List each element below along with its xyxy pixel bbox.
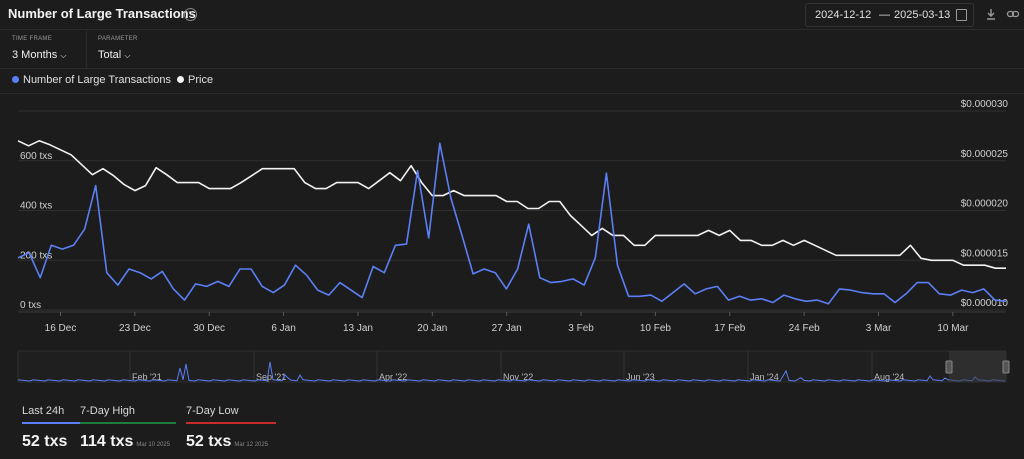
x-tick-label: 20 Jan bbox=[417, 323, 447, 334]
series-line-price bbox=[17, 140, 1006, 269]
navigator-tick-label: Feb '21 bbox=[132, 372, 162, 382]
x-tick-label: 17 Feb bbox=[714, 323, 746, 334]
x-tick-label: 27 Jan bbox=[492, 323, 522, 334]
timeframe-label: TIME FRAME bbox=[12, 36, 52, 42]
navigator-tick-label: Aug '24 bbox=[874, 372, 904, 382]
date-to: 2025-03-13 bbox=[894, 9, 951, 21]
parameter-label: PARAMETER bbox=[98, 36, 138, 42]
x-tick-label: 3 Feb bbox=[568, 323, 594, 334]
y-right-tick-label: $0.000025 bbox=[961, 149, 1009, 160]
controls-bottom-divider bbox=[0, 68, 1024, 69]
timeframe-select[interactable]: 3 Months ⌵ bbox=[12, 49, 66, 61]
x-tick-label: 10 Feb bbox=[640, 323, 672, 334]
navigator-tick-label: Nov '22 bbox=[503, 372, 533, 382]
stat-high-label: 7-Day High bbox=[80, 405, 136, 417]
x-tick-label: 3 Mar bbox=[866, 323, 892, 334]
navigator-series bbox=[17, 361, 1006, 382]
stat-last24h-label: Last 24h bbox=[22, 405, 65, 417]
y-left-tick-label: 200 txs bbox=[20, 250, 52, 261]
calendar-icon[interactable] bbox=[956, 9, 967, 21]
header-divider bbox=[0, 29, 1024, 30]
main-chart[interactable]: 0 txs 200 txs 400 txs 600 txs $0.000010 $0.0… bbox=[0, 94, 1024, 349]
navigator-tick-label: Apr '22 bbox=[379, 372, 407, 382]
legend-transactions[interactable]: Number of Large Transactions bbox=[12, 74, 171, 86]
x-tick-label: 13 Jan bbox=[343, 323, 373, 334]
timeframe-value: 3 Months bbox=[12, 49, 58, 61]
y-right-tick-label: $0.000015 bbox=[961, 248, 1009, 259]
y-left-tick-label: 0 txs bbox=[20, 300, 41, 311]
legend-dot-transactions bbox=[12, 76, 19, 83]
stat-7day-low: 7-Day Low 52 txs Mar 12 2025 bbox=[186, 405, 276, 450]
x-tick-label: 16 Dec bbox=[45, 323, 77, 334]
chart-title: Number of Large Transactions bbox=[8, 6, 196, 21]
legend-price[interactable]: Price bbox=[177, 74, 213, 86]
controls-divider bbox=[86, 30, 87, 68]
y-right-tick-label: $0.000030 bbox=[961, 99, 1009, 110]
stat-high-value-wrap: 114 txs Mar 10 2025 bbox=[80, 433, 170, 451]
time-navigator[interactable]: Feb '21 Sep '21 Apr '22 Nov '22 Jun '23 Jan '… bbox=[0, 350, 1024, 386]
navigator-tick-label: Jun '23 bbox=[626, 372, 655, 382]
y-right-tick-label: $0.000010 bbox=[961, 298, 1009, 309]
x-tick-label: 30 Dec bbox=[193, 323, 225, 334]
stat-low-value: 52 txs bbox=[186, 433, 232, 450]
stat-low-label: 7-Day Low bbox=[186, 405, 239, 417]
stat-high-value: 114 txs bbox=[80, 433, 134, 450]
stat-high-date: Mar 10 2025 bbox=[136, 442, 171, 448]
stat-7day-high: 7-Day High 114 txs Mar 10 2025 bbox=[80, 405, 176, 450]
navigator-tick-label: Sep '21 bbox=[256, 372, 286, 382]
help-icon[interactable]: ? bbox=[184, 8, 197, 21]
x-tick-label: 10 Mar bbox=[937, 323, 969, 334]
legend-label-transactions: Number of Large Transactions bbox=[23, 74, 171, 86]
chart-header: Number of Large Transactions ? 2024-12-1… bbox=[0, 0, 1024, 28]
series-line-transactions bbox=[17, 142, 1007, 305]
y-left-tick-label: 400 txs bbox=[20, 201, 52, 212]
stat-low-date: Mar 12 2025 bbox=[234, 442, 269, 448]
navigator-tick-label: Jan '24 bbox=[750, 372, 779, 382]
x-tick-label: 23 Dec bbox=[119, 323, 151, 334]
chevron-down-icon: ⌵ bbox=[124, 51, 131, 60]
stat-high-bar bbox=[80, 422, 176, 424]
link-icon[interactable] bbox=[1006, 7, 1020, 21]
stat-low-value-wrap: 52 txs Mar 12 2025 bbox=[186, 433, 268, 451]
stat-last24h-value: 52 txs bbox=[22, 433, 68, 450]
chevron-down-icon: ⌵ bbox=[60, 51, 67, 60]
navigator-handle-left[interactable] bbox=[945, 360, 953, 374]
legend-label-price: Price bbox=[188, 74, 214, 86]
download-icon[interactable] bbox=[984, 7, 998, 21]
x-tick-label: 24 Feb bbox=[789, 323, 821, 334]
date-range-picker[interactable]: 2024-12-12 — 2025-03-13 bbox=[805, 3, 974, 27]
parameter-value: Total bbox=[98, 49, 122, 61]
y-right-tick-label: $0.000020 bbox=[961, 199, 1009, 210]
navigator-selection[interactable] bbox=[949, 351, 1006, 382]
navigator-handle-right[interactable] bbox=[1002, 360, 1010, 374]
x-tick-label: 6 Jan bbox=[271, 323, 295, 334]
legend-dot-price bbox=[177, 76, 184, 83]
legend-divider bbox=[0, 93, 1024, 94]
parameter-select[interactable]: Total ⌵ bbox=[98, 49, 130, 61]
stat-low-bar bbox=[186, 422, 276, 424]
date-separator: — bbox=[879, 9, 890, 21]
y-left-tick-label: 600 txs bbox=[20, 151, 52, 162]
date-from: 2024-12-12 bbox=[815, 9, 872, 21]
